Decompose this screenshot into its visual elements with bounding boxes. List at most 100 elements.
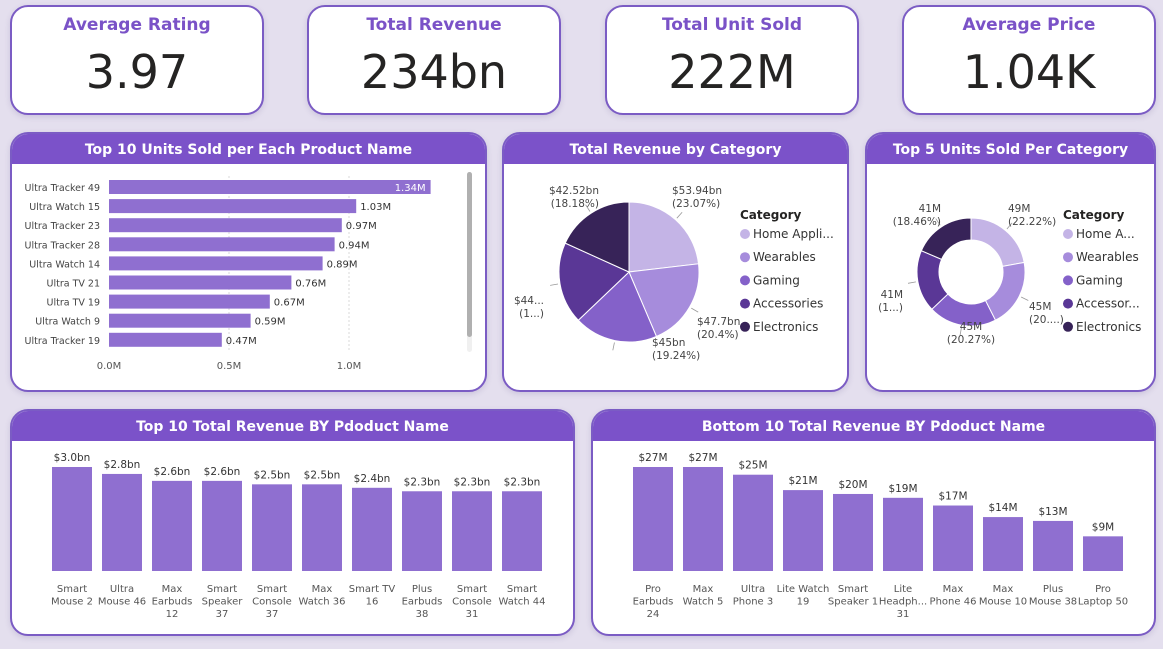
bar <box>833 494 873 571</box>
data-label: $2.3bn <box>404 476 441 488</box>
bar <box>402 491 442 571</box>
bar <box>933 506 973 571</box>
x-tick-label: 37 <box>266 609 279 620</box>
x-tick-label: Mouse 38 <box>1029 597 1077 608</box>
legend-label: Gaming <box>1076 273 1123 287</box>
bar <box>883 498 923 571</box>
data-label: $2.4bn <box>354 473 391 485</box>
bar <box>109 276 291 290</box>
x-tick-label: Plus <box>412 584 432 595</box>
data-label: $2.3bn <box>454 476 491 488</box>
bar <box>102 474 142 571</box>
data-label: $53.94bn <box>672 185 722 197</box>
top-revenue-bar-chart: $3.0bnSmartMouse 2$2.8bnUltraMouse 46$2.… <box>12 441 573 634</box>
data-label: 0.89M <box>327 259 358 270</box>
data-label: 0.67M <box>274 298 305 309</box>
panel-revenue-by-category: Total Revenue by Category $53.94bn (23.07… <box>502 132 849 392</box>
data-label: $2.6bn <box>204 466 241 478</box>
bar <box>152 481 192 571</box>
x-tick-label: Phone 46 <box>930 597 977 608</box>
x-tick-label: Smart <box>507 584 537 595</box>
bottom-revenue-bar-chart: $27MProEarbuds24$27MMaxWatch 5$25MUltraP… <box>593 441 1154 634</box>
x-tick-label: 31 <box>897 609 910 620</box>
data-label: $2.3bn <box>504 476 541 488</box>
leader-line <box>550 284 558 285</box>
chart-title: Bottom 10 Total Revenue BY Pdoduct Name <box>593 411 1154 441</box>
kpi-value: 3.97 <box>12 49 262 95</box>
x-tick-label: Smart <box>457 584 487 595</box>
data-label: 1.34M <box>395 183 426 194</box>
data-label: $13M <box>1038 506 1067 518</box>
x-tick-label: 37 <box>216 609 229 620</box>
x-tick-label: Max <box>943 584 964 595</box>
legend-label: Electronics <box>753 320 818 334</box>
data-label: $9M <box>1092 521 1114 533</box>
scrollbar[interactable] <box>467 172 472 352</box>
bar <box>109 314 251 328</box>
y-tick-label: Ultra Tracker 49 <box>25 183 100 194</box>
x-tick-label: 19 <box>797 597 810 608</box>
x-tick-label: Speaker 1 <box>828 597 878 608</box>
bar <box>202 481 242 571</box>
data-label: (22.22%) <box>1008 216 1056 228</box>
data-label: $20M <box>838 479 867 491</box>
scrollbar-thumb[interactable] <box>467 172 472 337</box>
panel-top-units-sold: Top 10 Units Sold per Each Product Name … <box>10 132 487 392</box>
y-tick-label: Ultra TV 19 <box>47 298 100 309</box>
legend-label: Wearables <box>1076 250 1139 264</box>
data-label: $47.7bn <box>697 316 740 328</box>
x-tick-label: 24 <box>647 609 660 620</box>
leader-line <box>677 212 682 218</box>
x-tick-label: 12 <box>166 609 179 620</box>
data-label: $27M <box>638 452 667 464</box>
data-label: (20....) <box>1029 314 1064 326</box>
legend-swatch <box>740 229 750 239</box>
x-tick-label: Earbuds <box>633 597 674 608</box>
x-tick-label: 38 <box>416 609 429 620</box>
bar <box>783 490 823 571</box>
chart-title: Top 5 Units Sold Per Category <box>867 134 1154 164</box>
x-tick-label: 0.5M <box>217 361 242 372</box>
bar <box>109 199 356 213</box>
data-label: $2.8bn <box>104 459 141 471</box>
x-tick-label: Speaker <box>202 597 244 608</box>
data-label: $44... <box>514 295 544 307</box>
chart-title: Total Revenue by Category <box>504 134 847 164</box>
bar <box>352 488 392 571</box>
units-donut-chart: 49M(22.22%)45M(20....)45M(20.27%)41M(1..… <box>867 164 1154 390</box>
x-tick-label: Smart <box>57 584 87 595</box>
x-tick-label: Ultra <box>110 584 134 595</box>
kpi-title: Average Rating <box>12 15 262 35</box>
x-tick-label: Smart <box>838 584 868 595</box>
kpi-title: Total Unit Sold <box>607 15 857 35</box>
bar <box>109 295 270 309</box>
legend-label: Home A... <box>1076 227 1135 241</box>
chart-title: Top 10 Total Revenue BY Pdoduct Name <box>12 411 573 441</box>
kpi-value: 234bn <box>309 49 559 95</box>
x-tick-label: Lite Watch <box>777 584 830 595</box>
leader-line <box>1021 297 1028 301</box>
x-tick-label: 31 <box>466 609 479 620</box>
x-tick-label: Phone 3 <box>733 597 774 608</box>
y-tick-label: Ultra Tracker 28 <box>25 240 100 251</box>
x-tick-label: 16 <box>366 597 379 608</box>
x-tick-label: Smart TV <box>349 584 396 595</box>
legend-swatch <box>1063 252 1073 262</box>
bar <box>109 218 342 232</box>
data-label: 49M <box>1008 203 1030 215</box>
legend-label: Gaming <box>753 273 800 287</box>
data-label: (1...) <box>519 308 544 320</box>
x-tick-label: Earbuds <box>152 597 193 608</box>
x-tick-label: Console <box>252 597 292 608</box>
legend-swatch <box>740 299 750 309</box>
data-label: $14M <box>988 502 1017 514</box>
x-tick-label: 1.0M <box>337 361 362 372</box>
data-label: $3.0bn <box>54 452 91 464</box>
legend-swatch <box>1063 229 1073 239</box>
data-label: $17M <box>938 491 967 503</box>
data-label: $27M <box>688 452 717 464</box>
data-label: $19M <box>888 483 917 495</box>
bar <box>302 484 342 571</box>
y-tick-label: Ultra Watch 14 <box>29 259 100 270</box>
bar <box>52 467 92 571</box>
